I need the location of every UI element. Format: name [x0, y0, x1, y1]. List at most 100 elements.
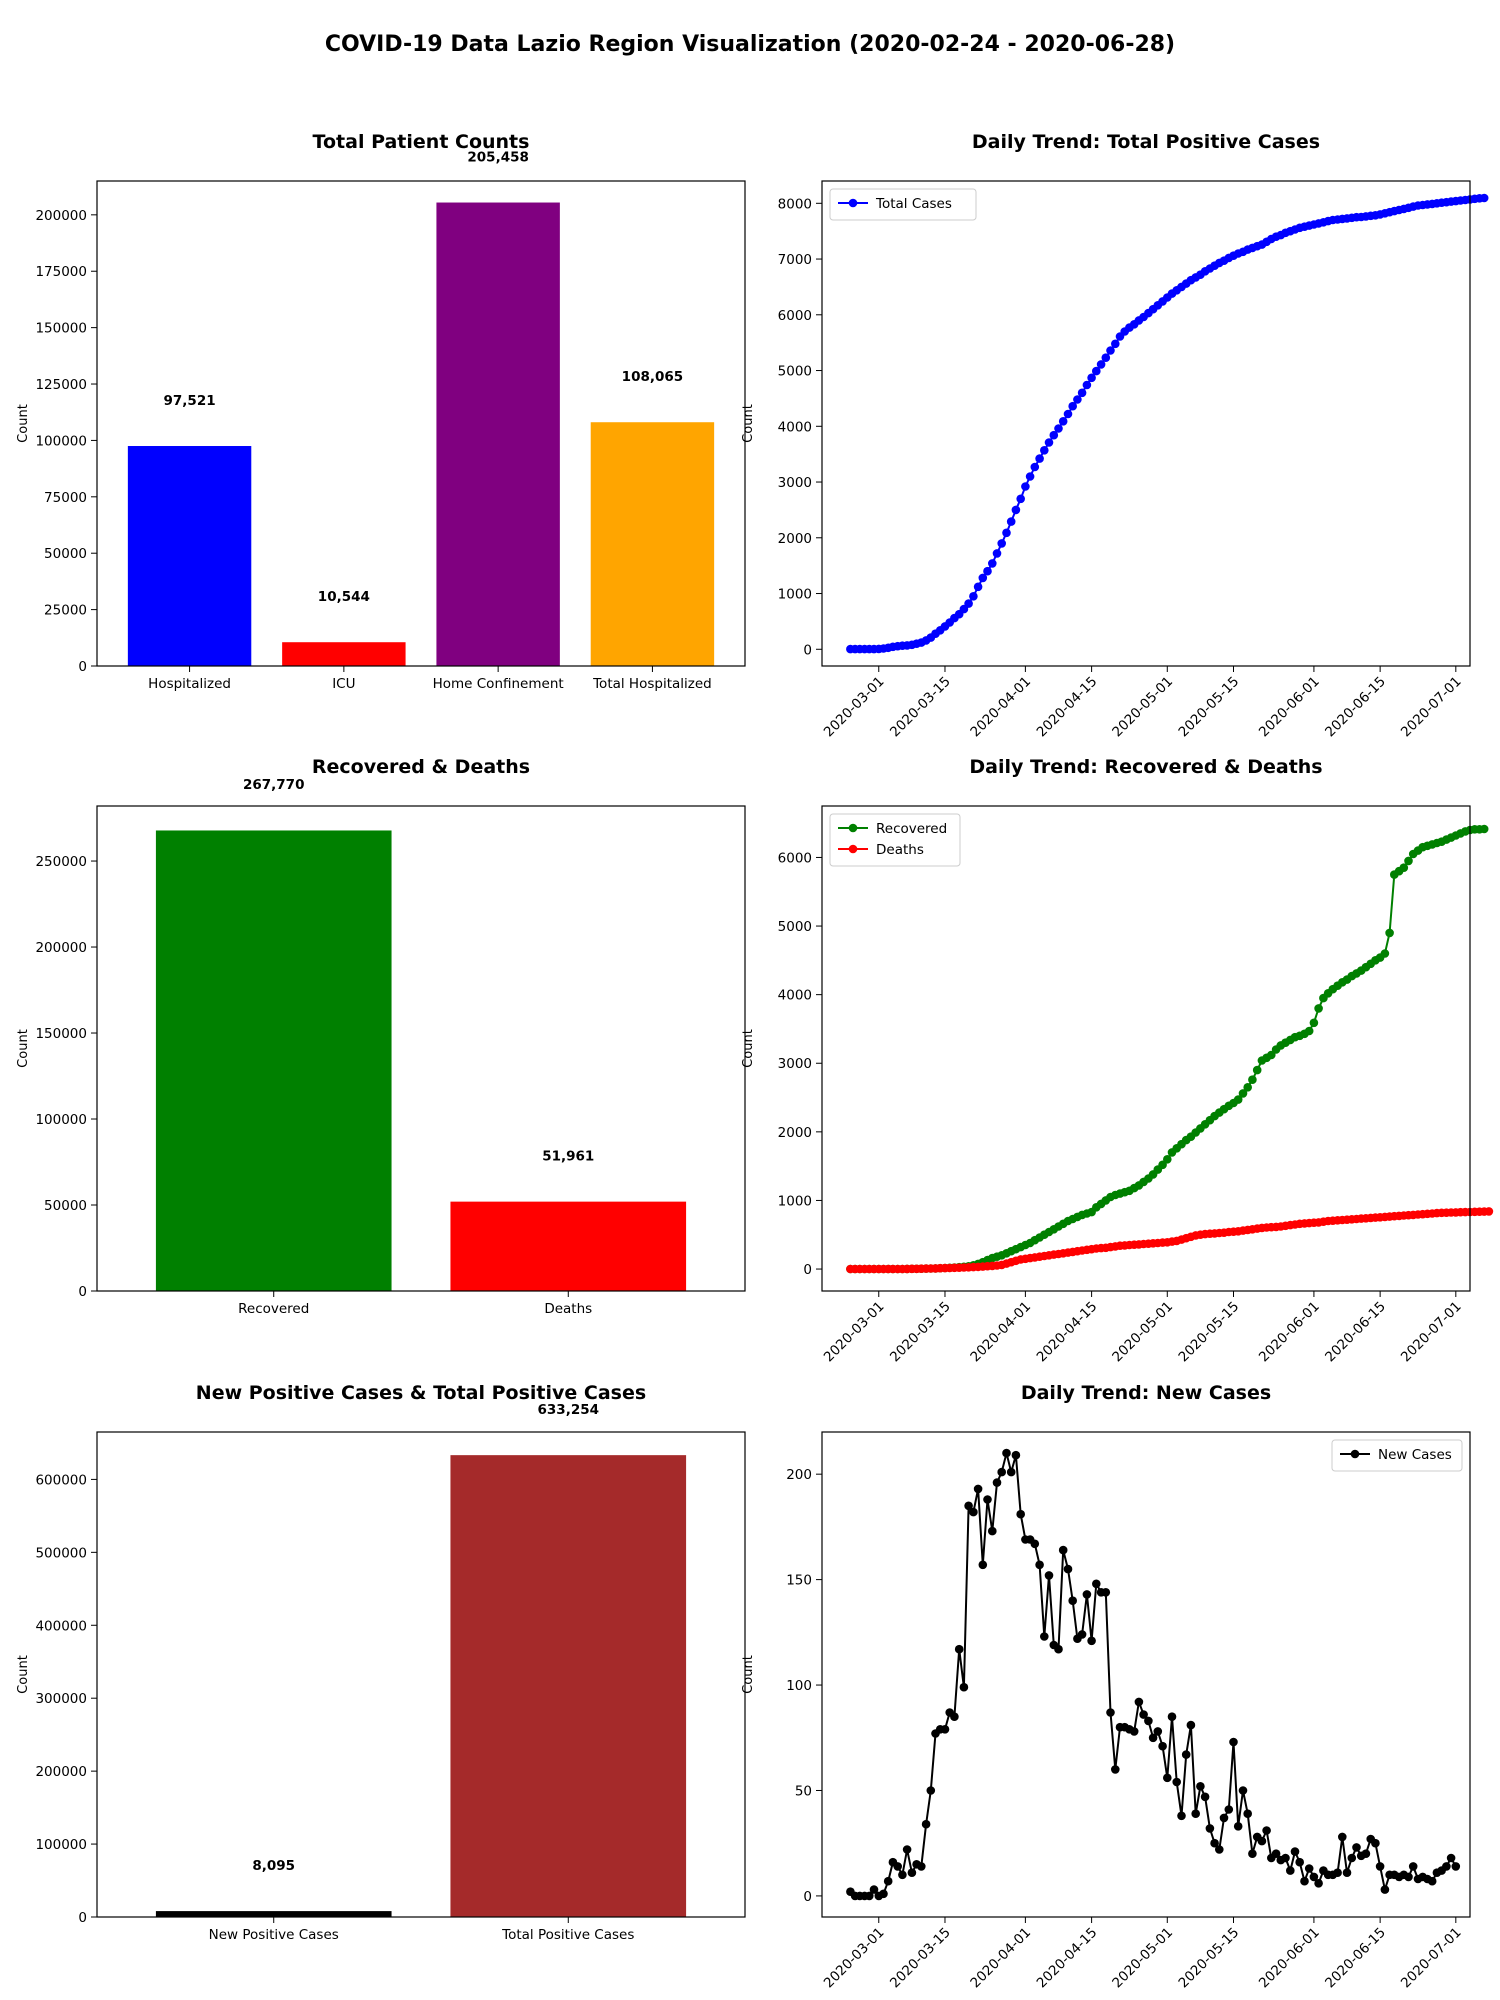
x-tick-label: 2020-06-01 [1256, 1925, 1323, 1992]
data-point-recovered [1385, 928, 1394, 938]
data-point-recovered [1479, 824, 1489, 834]
chart-title: Total Patient Counts [313, 131, 530, 153]
data-label: 267,770 [243, 777, 305, 793]
data-point-recovered [1238, 1089, 1248, 1098]
data-point-new-cases [1286, 1866, 1295, 1875]
data-point-new-cases [1342, 1868, 1352, 1877]
y-tick-label: 1000 [778, 1193, 812, 1209]
y-tick-label: 300000 [35, 1691, 87, 1707]
data-point-new-cases [1404, 1872, 1413, 1882]
data-point-new-cases [1111, 1765, 1120, 1774]
data-point-new-cases [950, 1712, 959, 1721]
y-tick-label: 400000 [35, 1618, 87, 1634]
data-point-total-cases [973, 582, 983, 592]
data-point-new-cases [1442, 1862, 1451, 1871]
data-point-new-cases [1044, 1571, 1054, 1580]
data-point-new-cases [1006, 1467, 1016, 1477]
x-tick-label: 2020-04-01 [967, 1925, 1034, 1992]
y-tick-label: 0 [803, 1262, 812, 1278]
data-point-recovered [1233, 1095, 1243, 1104]
data-point-new-cases [1314, 1879, 1323, 1888]
data-point-new-cases [1210, 1838, 1219, 1848]
data-point-new-cases [1248, 1849, 1257, 1858]
x-tick-label: 2020-07-01 [1398, 1925, 1465, 1992]
data-point-total-cases [1044, 438, 1054, 447]
plot-frame [96, 805, 746, 1292]
x-tick-label: Deaths [544, 1301, 592, 1317]
y-tick-label: 100000 [35, 433, 87, 449]
data-point-new-cases [1172, 1777, 1181, 1787]
data-point-new-cases [1451, 1862, 1461, 1871]
x-tick-label: 2020-03-15 [887, 1925, 954, 1992]
y-tick-label: 3000 [778, 1056, 812, 1072]
y-tick-label: 150000 [35, 1026, 87, 1042]
x-tick-label: Total Positive Cases [501, 1927, 634, 1943]
x-tick-label: Recovered [238, 1301, 309, 1317]
data-point-new-cases [1427, 1876, 1437, 1886]
y-tick-label: 0 [803, 642, 812, 658]
y-tick-label: 6000 [778, 308, 812, 324]
y-tick-label: 150 [786, 1573, 812, 1589]
bar-total-hospitalized [590, 422, 715, 666]
x-tick-label: 2020-06-15 [1322, 1925, 1389, 1992]
data-point-total-cases [964, 599, 973, 608]
data-point-total-cases [1035, 454, 1044, 463]
data-point-total-cases [1054, 424, 1063, 433]
legend-box [829, 188, 977, 221]
data-point-total-cases [1030, 462, 1040, 472]
data-point-total-cases [997, 539, 1006, 548]
data-point-new-cases [959, 1682, 969, 1692]
data-point-deaths [1484, 1207, 1494, 1216]
data-point-new-cases [1129, 1727, 1139, 1736]
data-point-new-cases [1139, 1710, 1148, 1719]
y-tick-label: 8000 [778, 196, 812, 212]
data-point-new-cases [964, 1501, 973, 1511]
y-tick-label: 5000 [778, 919, 812, 935]
data-label: 97,521 [164, 393, 216, 409]
y-tick-label: 6000 [778, 850, 812, 866]
data-point-new-cases [1224, 1805, 1234, 1814]
data-point-new-cases [954, 1644, 964, 1654]
y-tick-label: 200000 [35, 1764, 87, 1780]
data-point-new-cases [1186, 1720, 1196, 1730]
data-point-recovered [1309, 1018, 1319, 1028]
data-point-new-cases [917, 1862, 926, 1871]
figure-title: COVID-19 Data Lazio Region Visualization… [324, 32, 1176, 57]
legend-label-recovered: Recovered [876, 821, 947, 837]
y-tick-label: 4000 [778, 988, 812, 1004]
data-point-total-cases [1073, 395, 1082, 404]
data-point-new-cases [1290, 1847, 1300, 1856]
data-point-recovered [1248, 1075, 1257, 1084]
data-point-recovered [1404, 856, 1413, 866]
bar-home-confinement [436, 202, 560, 667]
legend-label-new-cases: New Cases [1378, 1447, 1452, 1463]
data-point-new-cases [1040, 1632, 1049, 1641]
data-point-new-cases [1219, 1813, 1229, 1823]
data-point-new-cases [1375, 1862, 1385, 1871]
data-point-new-cases [1077, 1630, 1087, 1639]
data-point-new-cases [983, 1495, 992, 1504]
y-tick-label: 50000 [44, 546, 87, 562]
data-point-new-cases [1333, 1868, 1342, 1877]
x-tick-label: 2020-04-15 [1034, 1925, 1101, 1992]
data-point-total-cases [1040, 446, 1049, 455]
data-point-total-cases [1082, 380, 1092, 390]
y-tick-label: 4000 [778, 419, 812, 435]
data-point-new-cases [988, 1526, 997, 1536]
y-tick-label: 25000 [44, 603, 87, 619]
data-point-recovered [1314, 1004, 1323, 1013]
data-point-new-cases [1281, 1853, 1290, 1863]
data-point-new-cases [1233, 1822, 1243, 1831]
data-point-new-cases [940, 1725, 950, 1734]
data-point-recovered [1380, 949, 1390, 958]
y-tick-label: 2000 [778, 531, 812, 547]
legend-label-total-cases: Total Cases [875, 196, 952, 212]
legend-marker-new-cases [1350, 1449, 1360, 1459]
data-point-recovered [1163, 1155, 1172, 1164]
y-tick-label: 7000 [778, 252, 812, 268]
chart-title: New Positive Cases & Total Positive Case… [196, 1382, 646, 1404]
